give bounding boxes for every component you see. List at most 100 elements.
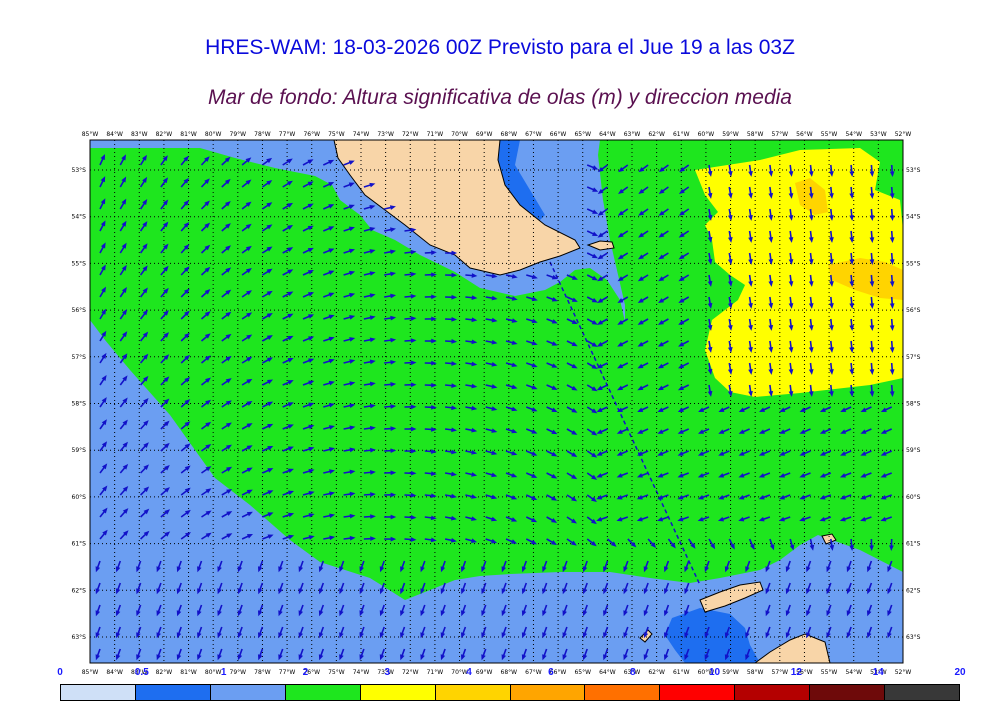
swell-arrow [880,516,892,522]
lon-label-bottom: 78°W [254,669,271,676]
swell-arrow [880,450,893,456]
swell-arrow [727,362,733,375]
swell-arrow [846,626,852,639]
swell-arrow [363,492,376,497]
swell-arrow [119,463,129,474]
swell-arrow [849,230,855,243]
swell-arrow [160,155,168,166]
swell-arrow [119,397,128,408]
swell-arrow [849,274,855,287]
swell-arrow [748,538,755,551]
swell-arrow [727,274,733,287]
lat-label-left: 54°S [72,214,87,221]
swell-arrow [180,310,190,320]
swell-arrow [637,252,649,260]
swell-arrow [139,243,148,254]
swell-arrow [201,377,211,386]
lon-label-top: 64°W [599,131,616,138]
swell-arrow [318,604,325,617]
swell-arrow [180,399,191,408]
swell-arrow [566,406,578,413]
swell-arrow [139,221,148,232]
swell-arrow [546,494,558,501]
legend-label: 3 [384,667,391,678]
lon-label-top: 67°W [525,131,542,138]
swell-arrow [542,648,548,661]
legend-label: 2 [302,667,309,678]
swell-arrow [221,511,233,518]
swell-arrow [384,536,397,542]
swell-arrow [586,340,598,347]
swell-arrow [460,582,467,595]
swell-arrow [860,516,872,522]
swell-arrow [738,450,750,456]
land-islet-east [821,533,837,545]
swell-arrow [663,560,670,573]
swell-arrow [99,441,108,452]
swell-arrow [623,582,629,595]
swell-arrow [808,274,814,287]
swell-arrow [704,560,710,573]
swell-arrow [785,582,791,595]
swell-arrow [322,204,335,210]
swell-arrow [384,315,397,321]
swell-arrow [526,428,538,434]
swell-arrow [869,164,875,177]
swell-arrow [200,178,210,188]
swell-arrow [617,340,629,347]
swell-arrow [663,582,670,595]
swell-arrow [160,442,170,452]
swell-arrow [616,516,629,522]
swell-arrow [566,450,578,458]
swell-arrow [603,648,609,661]
swell-arrow [261,202,273,210]
swell-arrow [637,362,649,369]
swell-arrow [677,362,690,369]
swell-arrow [400,604,406,617]
swell-arrow [785,560,791,573]
swell-arrow [95,648,101,661]
swell-arrow [623,560,629,573]
swell-arrow [180,531,191,540]
swell-arrow [678,318,690,325]
swell-arrow [99,330,107,342]
lon-label-top: 61°W [673,131,690,138]
swell-arrow [180,354,190,364]
lon-label-top: 66°W [550,131,567,138]
swell-arrow [869,362,875,375]
swell-arrow [445,339,458,344]
swell-arrow [799,472,811,478]
lon-label-bottom: 58°W [747,669,764,676]
swell-arrow [262,490,274,496]
swell-arrow [282,291,294,298]
legend-label: 10 [708,667,721,678]
swell-arrow [582,560,588,573]
swell-arrow [318,560,325,573]
swell-arrow [95,626,101,639]
lat-label-right: 55°S [906,260,921,267]
swell-arrow [160,177,169,188]
swell-arrow [808,164,814,177]
swell-arrow [829,538,835,551]
swell-arrow [241,489,253,496]
swell-arrow [384,271,397,277]
lon-label-top: 55°W [821,131,838,138]
swell-arrow [99,264,106,276]
swell-arrow [718,428,730,434]
swell-arrow [663,626,670,639]
swell-arrow [889,186,895,199]
swell-arrow [262,468,274,474]
swell-arrow [526,362,538,368]
lon-label-bottom: 73°W [377,669,394,676]
swell-arrow [160,376,170,386]
swell-arrow [562,560,568,573]
legend-swatch [810,685,886,700]
swell-arrow [298,582,304,595]
swell-arrow [638,164,649,173]
swell-arrow [788,340,794,353]
swell-arrow [424,360,437,366]
swell-arrow [657,318,669,325]
swell-arrow [596,340,608,347]
swell-arrow [840,406,852,413]
map-frame [89,139,904,664]
